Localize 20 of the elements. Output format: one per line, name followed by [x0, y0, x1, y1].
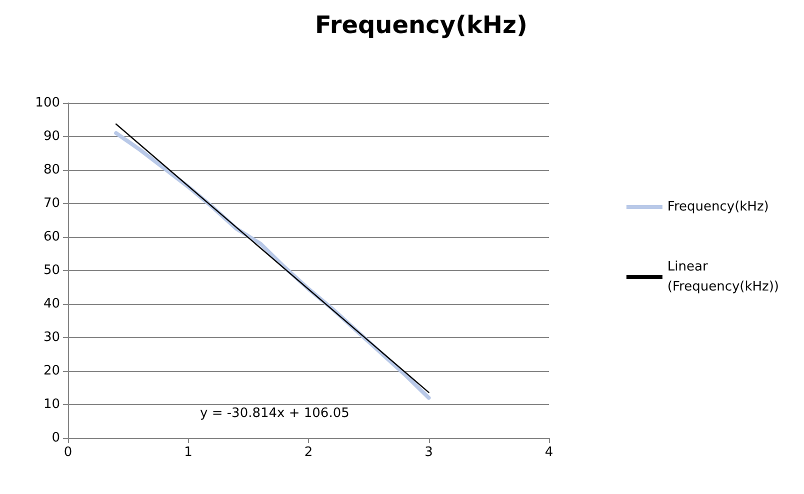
chart-title: Frequency(kHz): [315, 11, 528, 39]
y-tick-label: 90: [43, 129, 60, 144]
legend-label: Frequency(kHz): [667, 200, 769, 214]
y-tick-label: 80: [43, 162, 60, 178]
y-tick-label: 50: [43, 263, 60, 278]
x-tick-label: 2: [304, 445, 313, 460]
y-tick-label: 10: [43, 397, 60, 412]
y-tick-label: 30: [43, 330, 60, 345]
annotation: y = -30.814x + 106.05: [200, 406, 350, 421]
y-tick-label: 70: [43, 196, 60, 211]
y-tick-label: 100: [35, 96, 60, 110]
y-tick-label: 20: [43, 364, 60, 378]
x-tick-label: 1: [184, 445, 192, 460]
x-tick-label: 4: [544, 445, 554, 460]
legend-label: Linear (Frequency(kHz)): [667, 260, 780, 294]
y-tick-label: 0: [52, 430, 60, 446]
x-tick-label: 0: [64, 445, 72, 460]
y-tick-label: 60: [43, 230, 60, 244]
y-tick-label: 40: [43, 296, 60, 312]
x-tick-label: 3: [424, 445, 433, 460]
